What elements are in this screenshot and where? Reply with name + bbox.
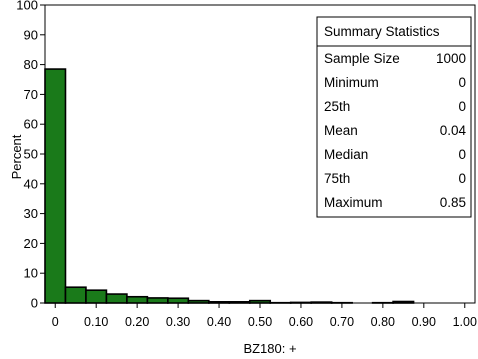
stats-row-label: Sample Size xyxy=(324,51,400,66)
stats-row-label: Mean xyxy=(324,123,358,138)
histogram-bar-2 xyxy=(85,289,108,304)
histogram-bar-4 xyxy=(126,295,149,304)
histogram-bar-0 xyxy=(44,68,67,304)
y-tick-label: 100 xyxy=(16,0,38,13)
x-axis-label: BZ180: + xyxy=(243,341,296,356)
stats-row-label: Maximum xyxy=(324,195,383,210)
x-tick-label: 0 xyxy=(52,315,59,329)
x-tick-label: 0.40 xyxy=(207,315,231,329)
stats-row-value: 0.85 xyxy=(440,195,466,210)
histogram-bar-5 xyxy=(146,297,169,304)
x-tick-label: 0.90 xyxy=(412,315,436,329)
y-tick-label: 10 xyxy=(24,266,38,281)
x-tick-label: 0.20 xyxy=(125,315,149,329)
stats-row-value: 0.04 xyxy=(440,123,467,138)
stats-row-value: 0 xyxy=(458,171,466,186)
stats-row-label: Minimum xyxy=(324,75,379,90)
x-tick-label: 0.60 xyxy=(289,315,313,329)
x-tick-label: 0.80 xyxy=(371,315,395,329)
stats-row-label: 75th xyxy=(324,171,350,186)
y-axis-label: Percent xyxy=(9,134,24,179)
y-tick-label: 70 xyxy=(24,87,38,102)
x-tick-label: 1.00 xyxy=(453,315,477,329)
chart-axes xyxy=(40,4,476,308)
histogram-bar-3 xyxy=(105,293,128,304)
stats-row-value: 0 xyxy=(458,147,466,162)
y-tick-label: 40 xyxy=(24,176,38,191)
x-tick-label: 0.70 xyxy=(330,315,354,329)
y-tick-label: 20 xyxy=(24,236,38,251)
histogram-bar-6 xyxy=(167,297,190,304)
summary-statistics-table: Summary Statistics Sample Size 1000 Minimum… xyxy=(316,16,472,218)
stats-row-value: 0 xyxy=(458,75,466,90)
histogram-bar-1 xyxy=(64,286,87,304)
stats-box xyxy=(316,16,472,218)
stats-row-value: 1000 xyxy=(436,51,466,66)
stats-title: Summary Statistics xyxy=(324,24,440,39)
stats-row-value: 0 xyxy=(458,99,466,114)
stats-row-label: Median xyxy=(324,147,368,162)
x-tick-label: 0.50 xyxy=(248,315,272,329)
x-tick-label: 0.30 xyxy=(166,315,190,329)
y-tick-label: 80 xyxy=(24,57,38,72)
stats-row-label: 25th xyxy=(324,99,350,114)
y-tick-label: 60 xyxy=(24,117,38,132)
y-tick-label: 90 xyxy=(24,27,38,42)
y-tick-label: 50 xyxy=(24,147,38,162)
y-tick-label: 30 xyxy=(24,206,38,221)
x-tick-label: 0.10 xyxy=(84,315,108,329)
y-tick-label: 0 xyxy=(31,296,38,311)
